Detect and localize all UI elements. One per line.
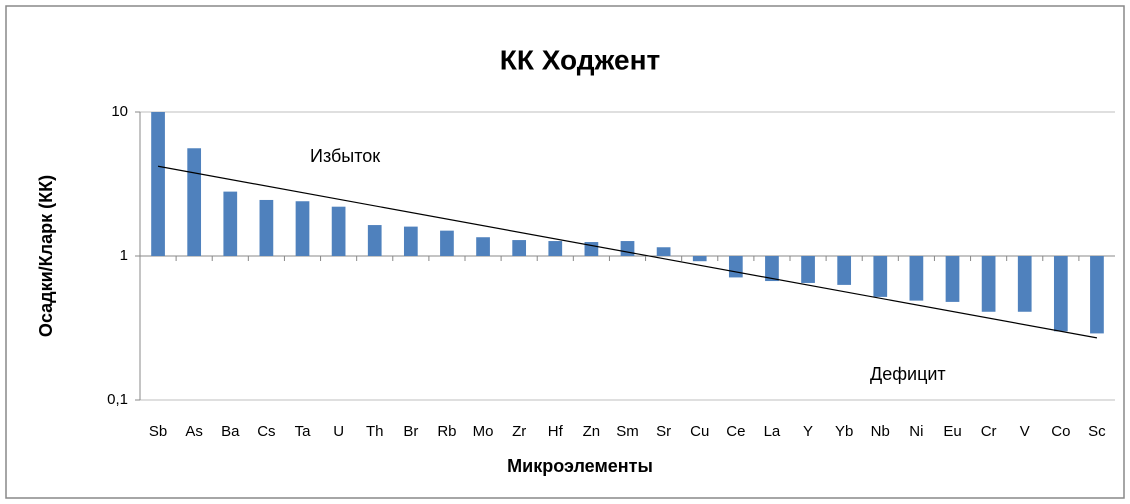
bar bbox=[1090, 256, 1104, 334]
x-tick-label: Co bbox=[1051, 423, 1070, 440]
x-tick-label: Zn bbox=[583, 423, 601, 440]
x-tick-label: Rb bbox=[437, 423, 456, 440]
bar bbox=[223, 191, 238, 256]
x-tick-label: Cs bbox=[257, 423, 275, 440]
y-axis-label: Осадки/Кларк (КК) bbox=[36, 175, 56, 337]
bar bbox=[945, 256, 960, 302]
bar bbox=[837, 256, 852, 285]
bar bbox=[331, 206, 346, 256]
x-tick-label: Mo bbox=[473, 423, 494, 440]
annotation: Дефицит bbox=[870, 364, 946, 384]
bar bbox=[1053, 256, 1068, 332]
y-tick-label: 1 bbox=[120, 247, 128, 264]
bar bbox=[548, 241, 563, 256]
bar bbox=[1017, 256, 1032, 312]
x-tick-label: Sb bbox=[149, 423, 167, 440]
bar bbox=[728, 256, 743, 278]
x-tick-label: V bbox=[1020, 423, 1030, 440]
x-tick-label: Zr bbox=[512, 423, 526, 440]
x-tick-label: Br bbox=[403, 423, 418, 440]
x-tick-label: Yb bbox=[835, 423, 853, 440]
bar bbox=[692, 256, 707, 262]
bar bbox=[981, 256, 996, 312]
bar bbox=[295, 201, 310, 256]
x-tick-label: Y bbox=[803, 423, 813, 440]
x-tick-label: Sr bbox=[656, 423, 671, 440]
bar bbox=[801, 256, 815, 283]
x-tick-label: Hf bbox=[548, 423, 564, 440]
x-tick-label: Sm bbox=[616, 423, 639, 440]
x-tick-label: Ta bbox=[295, 423, 312, 440]
bar bbox=[656, 247, 671, 256]
bar bbox=[187, 148, 202, 256]
bar bbox=[512, 240, 527, 256]
x-tick-label: Ba bbox=[221, 423, 240, 440]
chart-title: КК Ходжент bbox=[500, 44, 660, 75]
x-tick-label: Cr bbox=[981, 423, 997, 440]
x-tick-label: Nb bbox=[871, 423, 890, 440]
x-tick-label: Ce bbox=[726, 423, 745, 440]
bar bbox=[367, 225, 382, 256]
trendline bbox=[157, 165, 1098, 339]
bar bbox=[765, 256, 779, 282]
bar bbox=[259, 199, 274, 256]
bar bbox=[151, 112, 165, 256]
x-tick-label: Cu bbox=[690, 423, 709, 440]
bar bbox=[873, 256, 888, 297]
bar bbox=[440, 230, 454, 256]
x-tick-label: U bbox=[333, 423, 344, 440]
bar bbox=[476, 237, 490, 256]
annotation: Избыток bbox=[310, 146, 380, 166]
bar bbox=[909, 256, 924, 301]
y-tick-label: 10 bbox=[111, 103, 128, 120]
x-tick-label: Ni bbox=[909, 423, 923, 440]
x-tick-label: La bbox=[764, 423, 781, 440]
x-tick-label: As bbox=[185, 423, 203, 440]
bar bbox=[403, 226, 418, 256]
x-tick-label: Eu bbox=[943, 423, 961, 440]
x-axis-label: Микроэлементы bbox=[507, 456, 653, 476]
bar bbox=[620, 241, 635, 256]
y-tick-label: 0,1 bbox=[107, 391, 128, 408]
x-tick-label: Th bbox=[366, 423, 384, 440]
x-tick-label: Sc bbox=[1088, 423, 1106, 440]
